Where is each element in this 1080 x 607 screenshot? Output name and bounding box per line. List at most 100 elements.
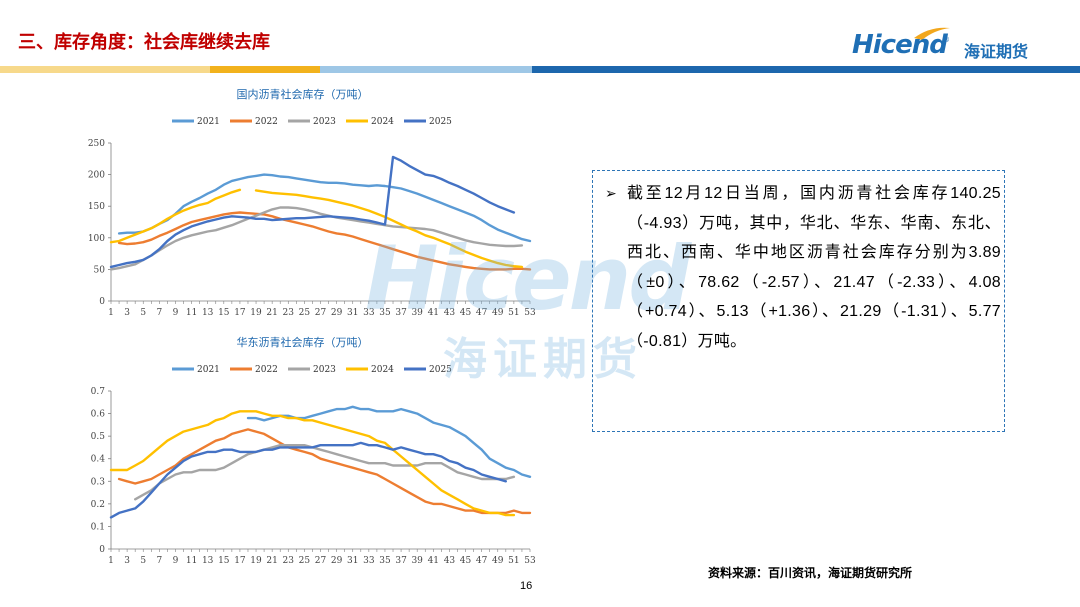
x-tick-label: 45 [460, 308, 472, 318]
x-tick-label: 27 [315, 556, 327, 566]
header-band-segment-1 [0, 66, 210, 73]
chart-title: 华东沥青社会库存（万吨） [237, 335, 369, 349]
y-tick-label: 0.6 [91, 410, 106, 420]
legend-label-2023: 2023 [313, 117, 336, 127]
x-tick-label: 45 [460, 556, 472, 566]
summary-textbox: ➢ 截至12月12日当周，国内沥青社会库存140.25（-4.93）万吨，其中，… [592, 170, 1005, 432]
header-band-segment-2 [210, 66, 320, 73]
x-tick-label: 35 [379, 556, 391, 566]
x-tick-label: 21 [266, 556, 277, 566]
x-tick-label: 33 [363, 556, 375, 566]
x-tick-label: 41 [428, 556, 439, 566]
y-tick-label: 0.5 [91, 432, 106, 442]
legend-label-2023: 2023 [313, 365, 336, 375]
x-tick-label: 27 [315, 308, 327, 318]
x-tick-label: 17 [234, 308, 246, 318]
x-tick-label: 37 [395, 308, 407, 318]
page-number: 16 [520, 580, 533, 592]
x-tick-label: 53 [524, 308, 536, 318]
x-tick-label: 47 [476, 556, 488, 566]
x-tick-label: 13 [202, 556, 214, 566]
hicend-logo: Hicend ® 海证期货 [852, 27, 1062, 68]
logo-swoosh-icon [914, 27, 950, 40]
x-tick-label: 1 [108, 308, 114, 318]
series-line-2023 [134, 444, 516, 501]
logo-registered-mark: ® [943, 36, 950, 44]
data-source-note: 资料来源：百川资讯，海证期货研究所 [708, 566, 913, 580]
x-tick-label: 17 [234, 556, 246, 566]
x-tick-label: 19 [250, 556, 262, 566]
y-tick-label: 0.4 [91, 455, 106, 465]
x-tick-label: 29 [331, 556, 343, 566]
summary-text: 截至12月12日当周，国内沥青社会库存140.25（-4.93）万吨，其中，华北… [627, 185, 1001, 350]
series-line-2024 [109, 410, 516, 517]
x-tick-label: 3 [124, 308, 130, 318]
x-tick-label: 49 [492, 556, 504, 566]
y-tick-label: 0.2 [91, 500, 105, 510]
x-tick-label: 15 [218, 556, 230, 566]
series-line-2021 [117, 173, 532, 243]
series-line-2022 [117, 428, 532, 515]
header-band-segment-3 [320, 66, 532, 73]
series-line-2023 [109, 206, 524, 271]
x-tick-label: 53 [524, 556, 536, 566]
x-tick-label: 1 [108, 556, 114, 566]
series-line-2022 [117, 211, 532, 271]
x-tick-label: 31 [347, 308, 358, 318]
x-tick-label: 11 [186, 556, 197, 566]
legend-label-2022: 2022 [255, 365, 278, 375]
x-tick-label: 47 [476, 308, 488, 318]
legend-label-2025: 2025 [429, 365, 452, 375]
x-tick-label: 51 [508, 556, 519, 566]
x-tick-label: 49 [492, 308, 504, 318]
x-tick-label: 39 [411, 556, 423, 566]
x-tick-label: 23 [283, 556, 295, 566]
y-tick-label: 200 [88, 171, 105, 181]
legend-label-2021: 2021 [197, 365, 220, 375]
x-tick-label: 31 [347, 556, 358, 566]
x-tick-label: 21 [266, 308, 277, 318]
legend-label-2024: 2024 [371, 365, 394, 375]
header-band-segment-4 [532, 66, 1080, 73]
bullet-arrow-icon: ➢ [605, 185, 617, 201]
x-tick-label: 7 [156, 308, 162, 318]
legend-label-2021: 2021 [197, 117, 220, 127]
series-line-2025 [109, 155, 516, 269]
x-tick-label: 5 [140, 556, 146, 566]
x-tick-label: 43 [444, 556, 456, 566]
chart-east-china-inventory: 华东沥青社会库存（万吨） 2021 2022 2023 2024 2025 0 0.1 0.2 0… [91, 335, 536, 566]
x-tick-label: 13 [202, 308, 214, 318]
chart-title: 国内沥青社会库存（万吨） [237, 87, 369, 101]
series-line-2025 [109, 441, 507, 519]
x-tick-label: 3 [124, 556, 130, 566]
series-line-2024 [109, 188, 524, 269]
x-tick-label: 33 [363, 308, 375, 318]
x-tick-label: 19 [250, 308, 262, 318]
y-tick-label: 0.1 [91, 522, 105, 532]
x-tick-label: 51 [508, 308, 519, 318]
x-tick-label: 41 [428, 308, 439, 318]
x-tick-label: 11 [186, 308, 197, 318]
legend-label-2022: 2022 [255, 117, 278, 127]
logo-wordmark: Hicend [852, 30, 948, 60]
x-tick-label: 5 [140, 308, 146, 318]
y-tick-label: 100 [88, 234, 105, 244]
x-tick-label: 37 [395, 556, 407, 566]
y-tick-label: 0.3 [91, 477, 106, 487]
x-tick-label: 43 [444, 308, 456, 318]
x-tick-label: 25 [299, 308, 311, 318]
y-tick-label: 0 [99, 297, 105, 307]
y-tick-label: 150 [88, 202, 105, 212]
x-tick-label: 23 [283, 308, 295, 318]
x-tick-label: 9 [173, 556, 179, 566]
x-tick-label: 35 [379, 308, 391, 318]
x-tick-label: 7 [156, 556, 162, 566]
y-tick-label: 0 [99, 545, 105, 555]
logo-company-name: 海证期货 [964, 42, 1029, 61]
chart-national-inventory: 国内沥青社会库存（万吨）2021 2022 2023 2024 202505010015… [88, 87, 536, 318]
x-tick-label: 29 [331, 308, 343, 318]
slide-title: 三、库存角度：社会库继续去库 [18, 32, 270, 53]
x-tick-label: 9 [173, 308, 179, 318]
y-tick-label: 0.7 [91, 387, 106, 397]
y-tick-label: 250 [88, 139, 105, 149]
